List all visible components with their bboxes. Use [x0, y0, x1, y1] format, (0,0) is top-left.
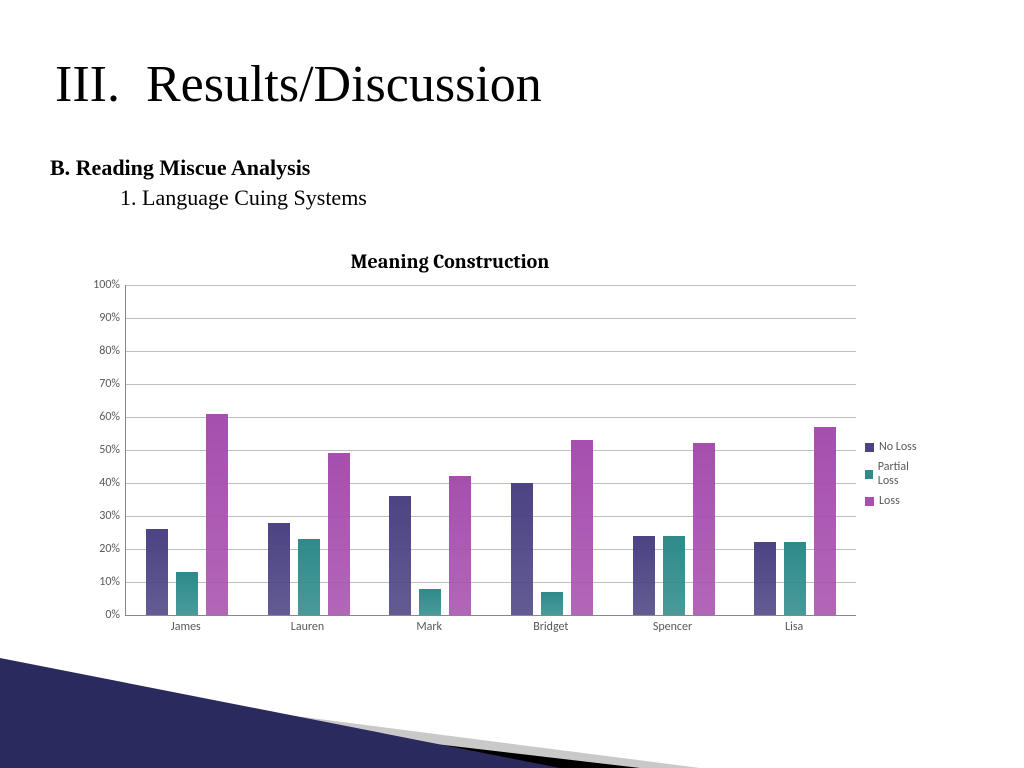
bar: [268, 523, 290, 615]
legend-swatch: [865, 497, 874, 506]
bar: [633, 536, 655, 615]
page-title: III. Results/Discussion: [55, 55, 542, 114]
y-axis-label: 40%: [75, 476, 120, 490]
grid-line: [126, 351, 856, 352]
legend-swatch: [865, 470, 873, 479]
chart-title: Meaning Construction: [0, 250, 900, 273]
x-axis-label: James: [171, 620, 201, 634]
y-axis-label: 60%: [75, 410, 120, 424]
bar: [693, 443, 715, 615]
bar: [328, 453, 350, 615]
y-axis-label: 20%: [75, 542, 120, 556]
bar: [541, 592, 563, 615]
bar: [511, 483, 533, 615]
grid-line: [126, 582, 856, 583]
grid-line: [126, 318, 856, 319]
grid-line: [126, 450, 856, 451]
bar: [814, 427, 836, 615]
bar: [449, 476, 471, 615]
x-axis-label: Lauren: [291, 620, 324, 634]
legend-swatch: [865, 443, 874, 452]
legend-item: No Loss: [865, 440, 925, 454]
grid-line: [126, 417, 856, 418]
bar: [176, 572, 198, 615]
y-axis-label: 70%: [75, 377, 120, 391]
x-axis-label: Lisa: [785, 620, 803, 634]
y-axis-label: 100%: [75, 278, 120, 292]
bar: [389, 496, 411, 615]
y-axis-label: 0%: [75, 608, 120, 622]
slide: III. Results/Discussion B. Reading Miscu…: [0, 0, 1024, 768]
y-axis-label: 80%: [75, 344, 120, 358]
grid-line: [126, 483, 856, 484]
grid-line: [126, 384, 856, 385]
y-axis-label: 10%: [75, 575, 120, 589]
y-axis-label: 30%: [75, 509, 120, 523]
meaning-construction-chart: No Loss Partial Loss Loss 0% 10% 20% 30% 40% 50…: [75, 285, 925, 645]
legend-label: No Loss: [879, 440, 917, 454]
grid-line: [126, 549, 856, 550]
grid-line: [126, 516, 856, 517]
section-1-heading: 1. Language Cuing Systems: [120, 185, 367, 211]
y-axis-label: 90%: [75, 311, 120, 325]
bar: [663, 536, 685, 615]
grid-line: [126, 285, 856, 286]
legend-item: Loss: [865, 494, 925, 508]
bar: [784, 542, 806, 615]
y-axis-label: 50%: [75, 443, 120, 457]
bar: [419, 589, 441, 615]
legend: No Loss Partial Loss Loss: [865, 440, 925, 514]
x-axis-label: Mark: [416, 620, 442, 634]
decor-wedge-navy: [0, 658, 560, 768]
bar: [146, 529, 168, 615]
x-axis-label: Bridget: [533, 620, 568, 634]
bar: [206, 414, 228, 615]
bar: [298, 539, 320, 615]
x-axis-label: Spencer: [653, 620, 692, 634]
plot-area: [125, 285, 856, 616]
legend-label: Loss: [879, 494, 900, 508]
legend-label: Partial Loss: [878, 460, 925, 488]
bar: [571, 440, 593, 615]
section-b-heading: B. Reading Miscue Analysis: [50, 155, 310, 181]
bar: [754, 542, 776, 615]
legend-item: Partial Loss: [865, 460, 925, 488]
